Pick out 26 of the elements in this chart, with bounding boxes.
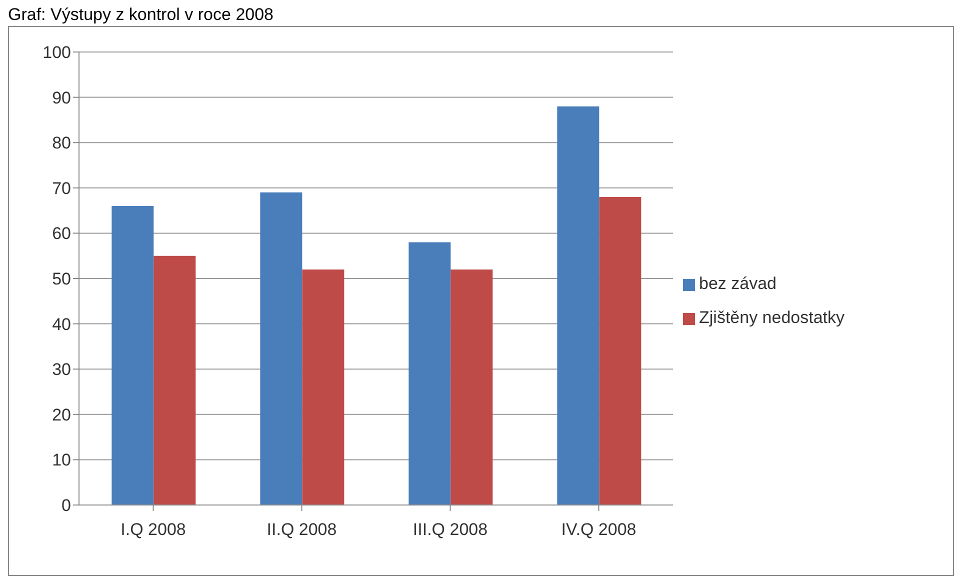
bar (302, 269, 344, 505)
x-tick-label: I.Q 2008 (120, 520, 186, 540)
y-tick-label: 100 (42, 43, 71, 62)
y-tick-label: 0 (62, 496, 71, 516)
x-tick-label: IV.Q 2008 (561, 520, 636, 540)
bar (557, 106, 600, 505)
bar (408, 242, 451, 505)
x-tick-label: II.Q 2008 (266, 520, 337, 540)
bar (154, 256, 196, 505)
chart-title: Graf: Výstupy z kontrol v roce 2008 (8, 4, 275, 26)
bar (260, 192, 302, 505)
legend-label: bez závad (699, 274, 776, 293)
y-tick-label: 50 (52, 270, 71, 289)
y-tick-label: 10 (52, 450, 71, 470)
y-tick-label: 60 (52, 224, 71, 244)
legend-label: Zjištěny nedostatky (699, 308, 845, 327)
y-tick-label: 80 (52, 134, 71, 153)
bar (112, 206, 154, 505)
y-tick-label: 90 (52, 88, 71, 108)
bar (450, 269, 493, 505)
y-tick-label: 70 (52, 178, 71, 198)
bar (599, 196, 642, 505)
y-tick-label: 40 (52, 314, 71, 334)
x-tick-label: III.Q 2008 (412, 520, 488, 540)
y-tick-label: 30 (52, 360, 71, 380)
y-tick-label: 20 (52, 405, 71, 424)
